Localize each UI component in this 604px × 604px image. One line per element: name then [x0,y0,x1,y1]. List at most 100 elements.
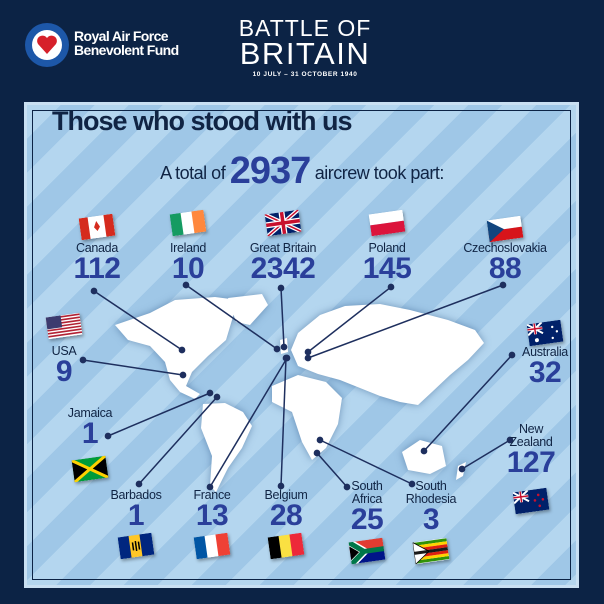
label-dot-australia [508,351,516,359]
aircrew-count: 1 [81,417,99,450]
leader-line-new-zealand [461,439,511,470]
country-jamaica: Jamaica 1 [35,407,145,450]
location-dot-poland [304,348,312,356]
country-czechoslovakia: Czechoslovakia 88 [450,241,560,285]
czechoslovakia-flag-icon [486,215,524,243]
label-dot-france [206,483,214,491]
eurasia-shape [291,304,484,405]
leader-line-south-rhodesia [319,439,413,485]
location-dot-south-rhodesia [316,436,324,444]
leader-line-czechoslovakia [307,284,504,359]
aircrew-count: 127 [506,446,556,479]
canada-flag-icon [78,213,116,241]
leader-line-canada [93,290,183,351]
union-jack-flag-icon [263,208,303,238]
country-name: Czechoslovakia [463,241,547,255]
country-name: Great Britain [249,241,317,255]
total-summary: A total of 2937 aircrew took part: [0,150,604,193]
leader-line-barbados [138,396,218,485]
barbados-flag-icon [117,532,155,560]
rhodesia-flag-icon [412,537,450,566]
aircrew-count: 9 [55,355,73,388]
aircrew-count: 28 [269,499,303,532]
country-great-britain: Great Britain 2342 [228,241,338,285]
logo-line-1: Royal Air Force [74,28,169,44]
label-dot-usa [79,356,87,364]
leader-line-france [209,357,288,488]
country-name: New Zealand [509,422,553,449]
aircrew-count: 3 [422,503,440,536]
country-name: Ireland [169,241,207,255]
south-africa-flag-icon [346,537,386,568]
location-dot-great-britain [280,343,288,351]
country-poland: Poland 145 [332,241,442,285]
country-new-zealand: New Zealand 127 [476,422,586,479]
label-dot-south-rhodesia [408,480,416,488]
label-dot-great-britain [277,284,285,292]
location-dot-south-africa [313,449,321,457]
country-name: Belgium [264,488,308,502]
logo-line-2: Benevolent Fund [74,42,179,58]
aircrew-count: 1 [127,499,145,532]
location-dot-czechoslovakia [304,354,312,362]
label-dot-canada [90,287,98,295]
country-belgium: Belgium 28 [231,488,341,532]
event-dates: 10 JULY – 31 OCTOBER 1940 [252,71,358,78]
aircrew-count: 112 [73,252,121,285]
leader-line-great-britain [280,287,285,348]
country-name: Australia [522,345,568,359]
label-dot-czechoslovakia [499,281,507,289]
greenland-shape [228,294,268,325]
africa-shape [272,375,342,460]
event-title-line-2: BRITAIN [239,36,371,71]
aircrew-count: 88 [488,252,522,285]
label-dot-new-zealand [506,436,514,444]
location-dot-new-zealand [458,465,466,473]
label-dot-belgium [277,482,285,490]
leader-line-belgium [280,357,287,487]
country-canada: Canada 112 [42,242,152,285]
charity-logo-text: Royal Air Force Benevolent Fund [74,29,179,57]
location-dot-jamaica [206,389,214,397]
location-dot-australia [420,447,428,455]
aircrew-count: 25 [350,503,384,536]
country-usa: USA 9 [9,344,119,388]
aircrew-count: 10 [171,252,205,285]
new-zealand-flag-icon [512,487,550,515]
leader-line-south-africa [316,452,348,488]
ireland-flag-icon [169,209,207,237]
event-title: BATTLE OF BRITAIN 10 JULY – 31 OCTOBER 1… [230,16,380,78]
leader-line-ireland [185,284,278,350]
country-name: USA [51,344,77,358]
label-dot-south-africa [343,483,351,491]
location-dot-canada [178,346,186,354]
north-america-shape [115,297,238,399]
leader-line-jamaica [107,392,211,437]
aircrew-count: 145 [362,252,412,285]
country-barbados: Barbados 1 [81,488,191,532]
country-australia: Australia 32 [490,345,600,388]
raf-roundel-logo [25,23,69,67]
total-suffix: aircrew took part: [314,163,445,183]
location-dot-belgium [282,354,290,362]
country-name: France [193,488,231,502]
country-france: France 13 [157,488,267,531]
label-dot-poland [387,283,395,291]
aircrew-count: 2342 [250,252,316,285]
country-name: Barbados [110,488,162,502]
event-title-line-1: BATTLE OF [238,15,372,41]
country-name: Poland [368,241,406,255]
leader-line-usa [82,359,184,376]
location-dot-usa [179,371,187,379]
country-south-africa: South Africa 25 [312,479,422,536]
poland-flag-icon [368,209,406,237]
south-america-shape [201,403,252,492]
total-prefix: A total of [160,163,226,183]
jamaica-flag-icon [71,454,109,484]
label-dot-ireland [182,281,190,289]
australia-shape [402,440,446,474]
country-name: South Africa [351,479,383,506]
country-south-rhodesia: South Rhodesia 3 [376,479,486,536]
country-name: South Rhodesia [405,479,457,506]
